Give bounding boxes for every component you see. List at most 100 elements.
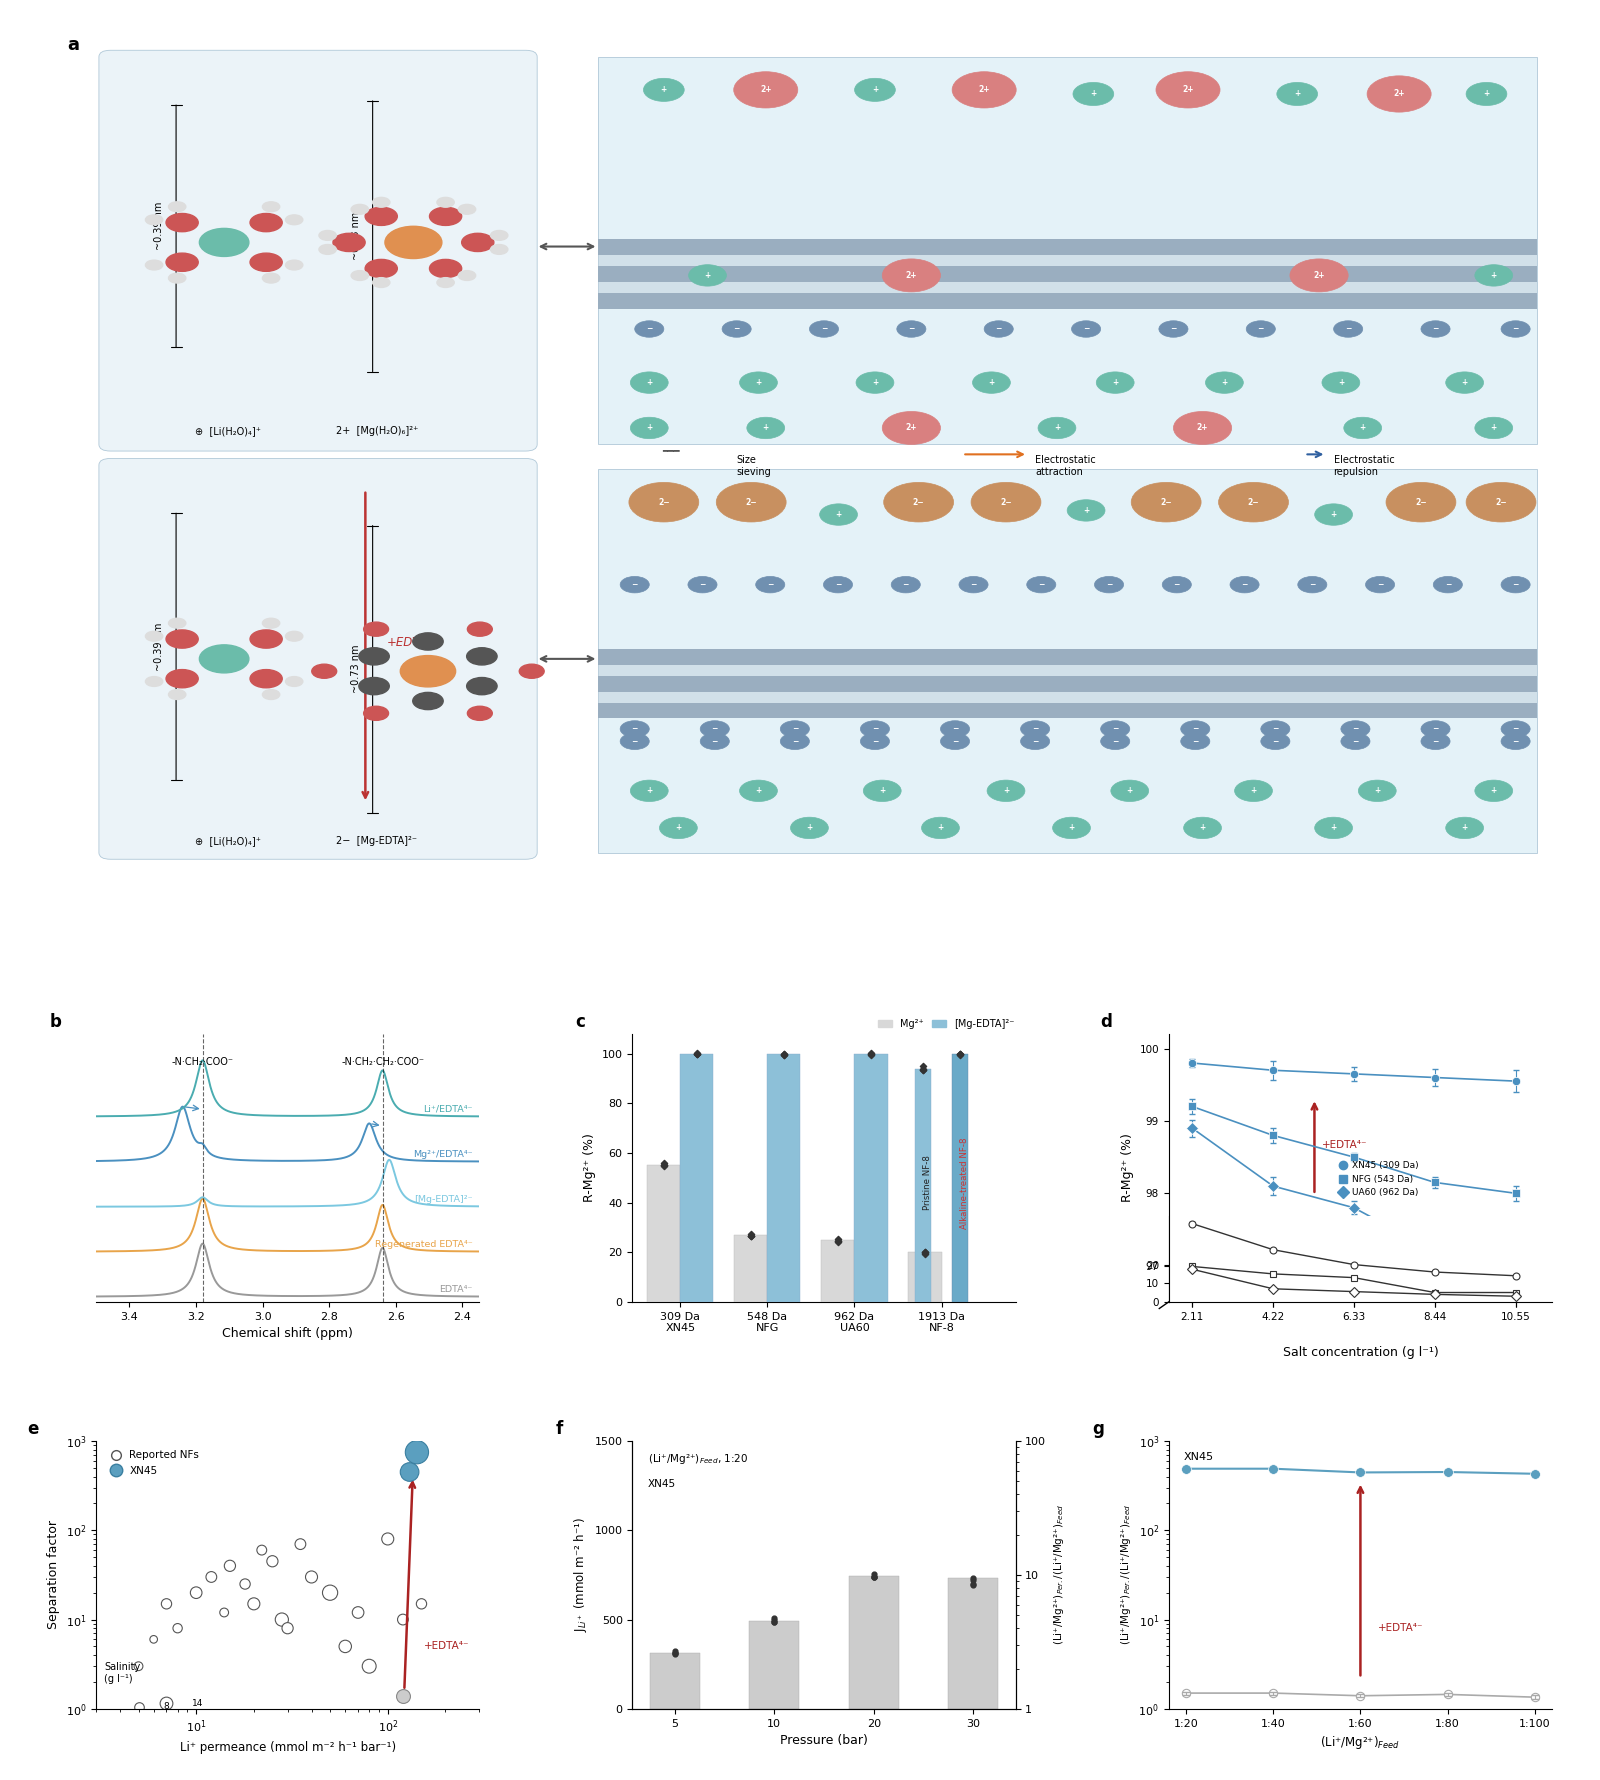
Circle shape — [1261, 721, 1290, 737]
Circle shape — [1101, 733, 1130, 749]
Text: −: − — [1192, 724, 1198, 733]
Circle shape — [146, 676, 163, 687]
Point — [662, 1638, 688, 1666]
Circle shape — [166, 214, 198, 231]
Point — [299, 1563, 325, 1591]
Text: −: − — [1445, 580, 1451, 589]
Point — [346, 1598, 371, 1627]
Circle shape — [400, 655, 456, 687]
Circle shape — [1246, 320, 1275, 336]
Circle shape — [437, 278, 454, 287]
Text: 2+: 2+ — [1182, 85, 1194, 94]
Text: +: + — [646, 377, 653, 386]
X-axis label: Pressure (bar): Pressure (bar) — [781, 1734, 867, 1748]
Circle shape — [941, 721, 970, 737]
UA60 (962 Da) — [1182, 1118, 1202, 1139]
Text: +: + — [872, 85, 878, 94]
Circle shape — [168, 201, 186, 212]
Text: +: + — [1126, 787, 1133, 796]
Circle shape — [747, 417, 784, 438]
Circle shape — [824, 577, 853, 593]
Circle shape — [146, 260, 163, 271]
Text: +: + — [989, 377, 995, 386]
Circle shape — [318, 230, 336, 240]
Circle shape — [1501, 320, 1530, 336]
Text: −: − — [995, 324, 1002, 333]
Text: +: + — [872, 377, 878, 386]
Text: a: a — [67, 36, 78, 53]
Text: −: − — [1512, 580, 1518, 589]
Text: +: + — [1491, 271, 1498, 279]
Point — [947, 1040, 973, 1068]
Point — [771, 1040, 797, 1068]
Circle shape — [941, 733, 970, 749]
Circle shape — [739, 372, 778, 393]
Text: +: + — [704, 271, 710, 279]
Circle shape — [333, 233, 365, 251]
Circle shape — [1475, 417, 1512, 438]
Point — [771, 1040, 797, 1068]
Circle shape — [621, 733, 650, 749]
Legend: Mg²⁺, [Mg-EDTA]²⁻: Mg²⁺, [Mg-EDTA]²⁻ — [874, 1015, 1018, 1032]
Text: −: − — [1192, 737, 1198, 746]
Text: −: − — [970, 580, 976, 589]
Circle shape — [386, 226, 442, 258]
Text: −: − — [712, 737, 718, 746]
Text: d: d — [1099, 1013, 1112, 1031]
Bar — [648, 1166, 680, 1301]
Point — [738, 1221, 763, 1250]
Point — [738, 1219, 763, 1248]
Circle shape — [1298, 577, 1326, 593]
UA60 (962 Da) — [1426, 1241, 1445, 1262]
Text: +: + — [1221, 377, 1227, 386]
Text: Mg²⁺/EDTA⁴⁻: Mg²⁺/EDTA⁴⁻ — [413, 1150, 472, 1159]
Point — [685, 1040, 710, 1068]
Circle shape — [891, 577, 920, 593]
Point — [651, 1150, 677, 1178]
Text: e: e — [27, 1420, 38, 1438]
X-axis label: Chemical shift (ppm): Chemical shift (ppm) — [222, 1328, 354, 1340]
Point — [232, 1570, 258, 1598]
Bar — [850, 1575, 899, 1709]
Text: +: + — [1069, 824, 1075, 833]
Circle shape — [810, 320, 838, 336]
Circle shape — [1386, 482, 1456, 522]
Text: +: + — [1360, 424, 1366, 433]
Circle shape — [1466, 482, 1536, 522]
Circle shape — [1021, 721, 1050, 737]
Circle shape — [629, 482, 699, 522]
Circle shape — [1501, 721, 1530, 737]
Point — [912, 1239, 938, 1267]
Point — [960, 1570, 986, 1598]
Circle shape — [413, 692, 443, 710]
XN45 (309 Da) — [1506, 1070, 1525, 1091]
Circle shape — [883, 482, 954, 522]
Text: −: − — [733, 324, 739, 333]
XN45 (309 Da) — [1344, 1063, 1363, 1084]
Point — [826, 1226, 851, 1255]
Text: Size
sieving: Size sieving — [736, 456, 771, 477]
Point — [861, 1563, 886, 1591]
Circle shape — [1322, 372, 1360, 393]
Text: −: − — [952, 724, 958, 733]
Text: −: − — [1512, 324, 1518, 333]
FancyBboxPatch shape — [598, 57, 1538, 445]
Circle shape — [688, 265, 726, 287]
Circle shape — [958, 577, 989, 593]
Circle shape — [882, 258, 941, 292]
Circle shape — [1466, 82, 1507, 105]
Y-axis label: R-Mg²⁺ (%): R-Mg²⁺ (%) — [582, 1134, 597, 1203]
Text: 2−: 2− — [1248, 498, 1259, 507]
Text: −: − — [1512, 737, 1518, 746]
Circle shape — [643, 78, 685, 101]
Text: −: − — [1352, 724, 1358, 733]
Circle shape — [1067, 500, 1106, 522]
Circle shape — [1219, 482, 1288, 522]
Text: +: + — [806, 824, 813, 833]
Circle shape — [491, 230, 507, 240]
Text: Electrostatic
repulsion: Electrostatic repulsion — [1333, 456, 1394, 477]
Circle shape — [1290, 258, 1349, 292]
Text: −: − — [632, 737, 638, 746]
UA60 (962 Da) — [1344, 1198, 1363, 1219]
Text: 2−: 2− — [1414, 498, 1427, 507]
